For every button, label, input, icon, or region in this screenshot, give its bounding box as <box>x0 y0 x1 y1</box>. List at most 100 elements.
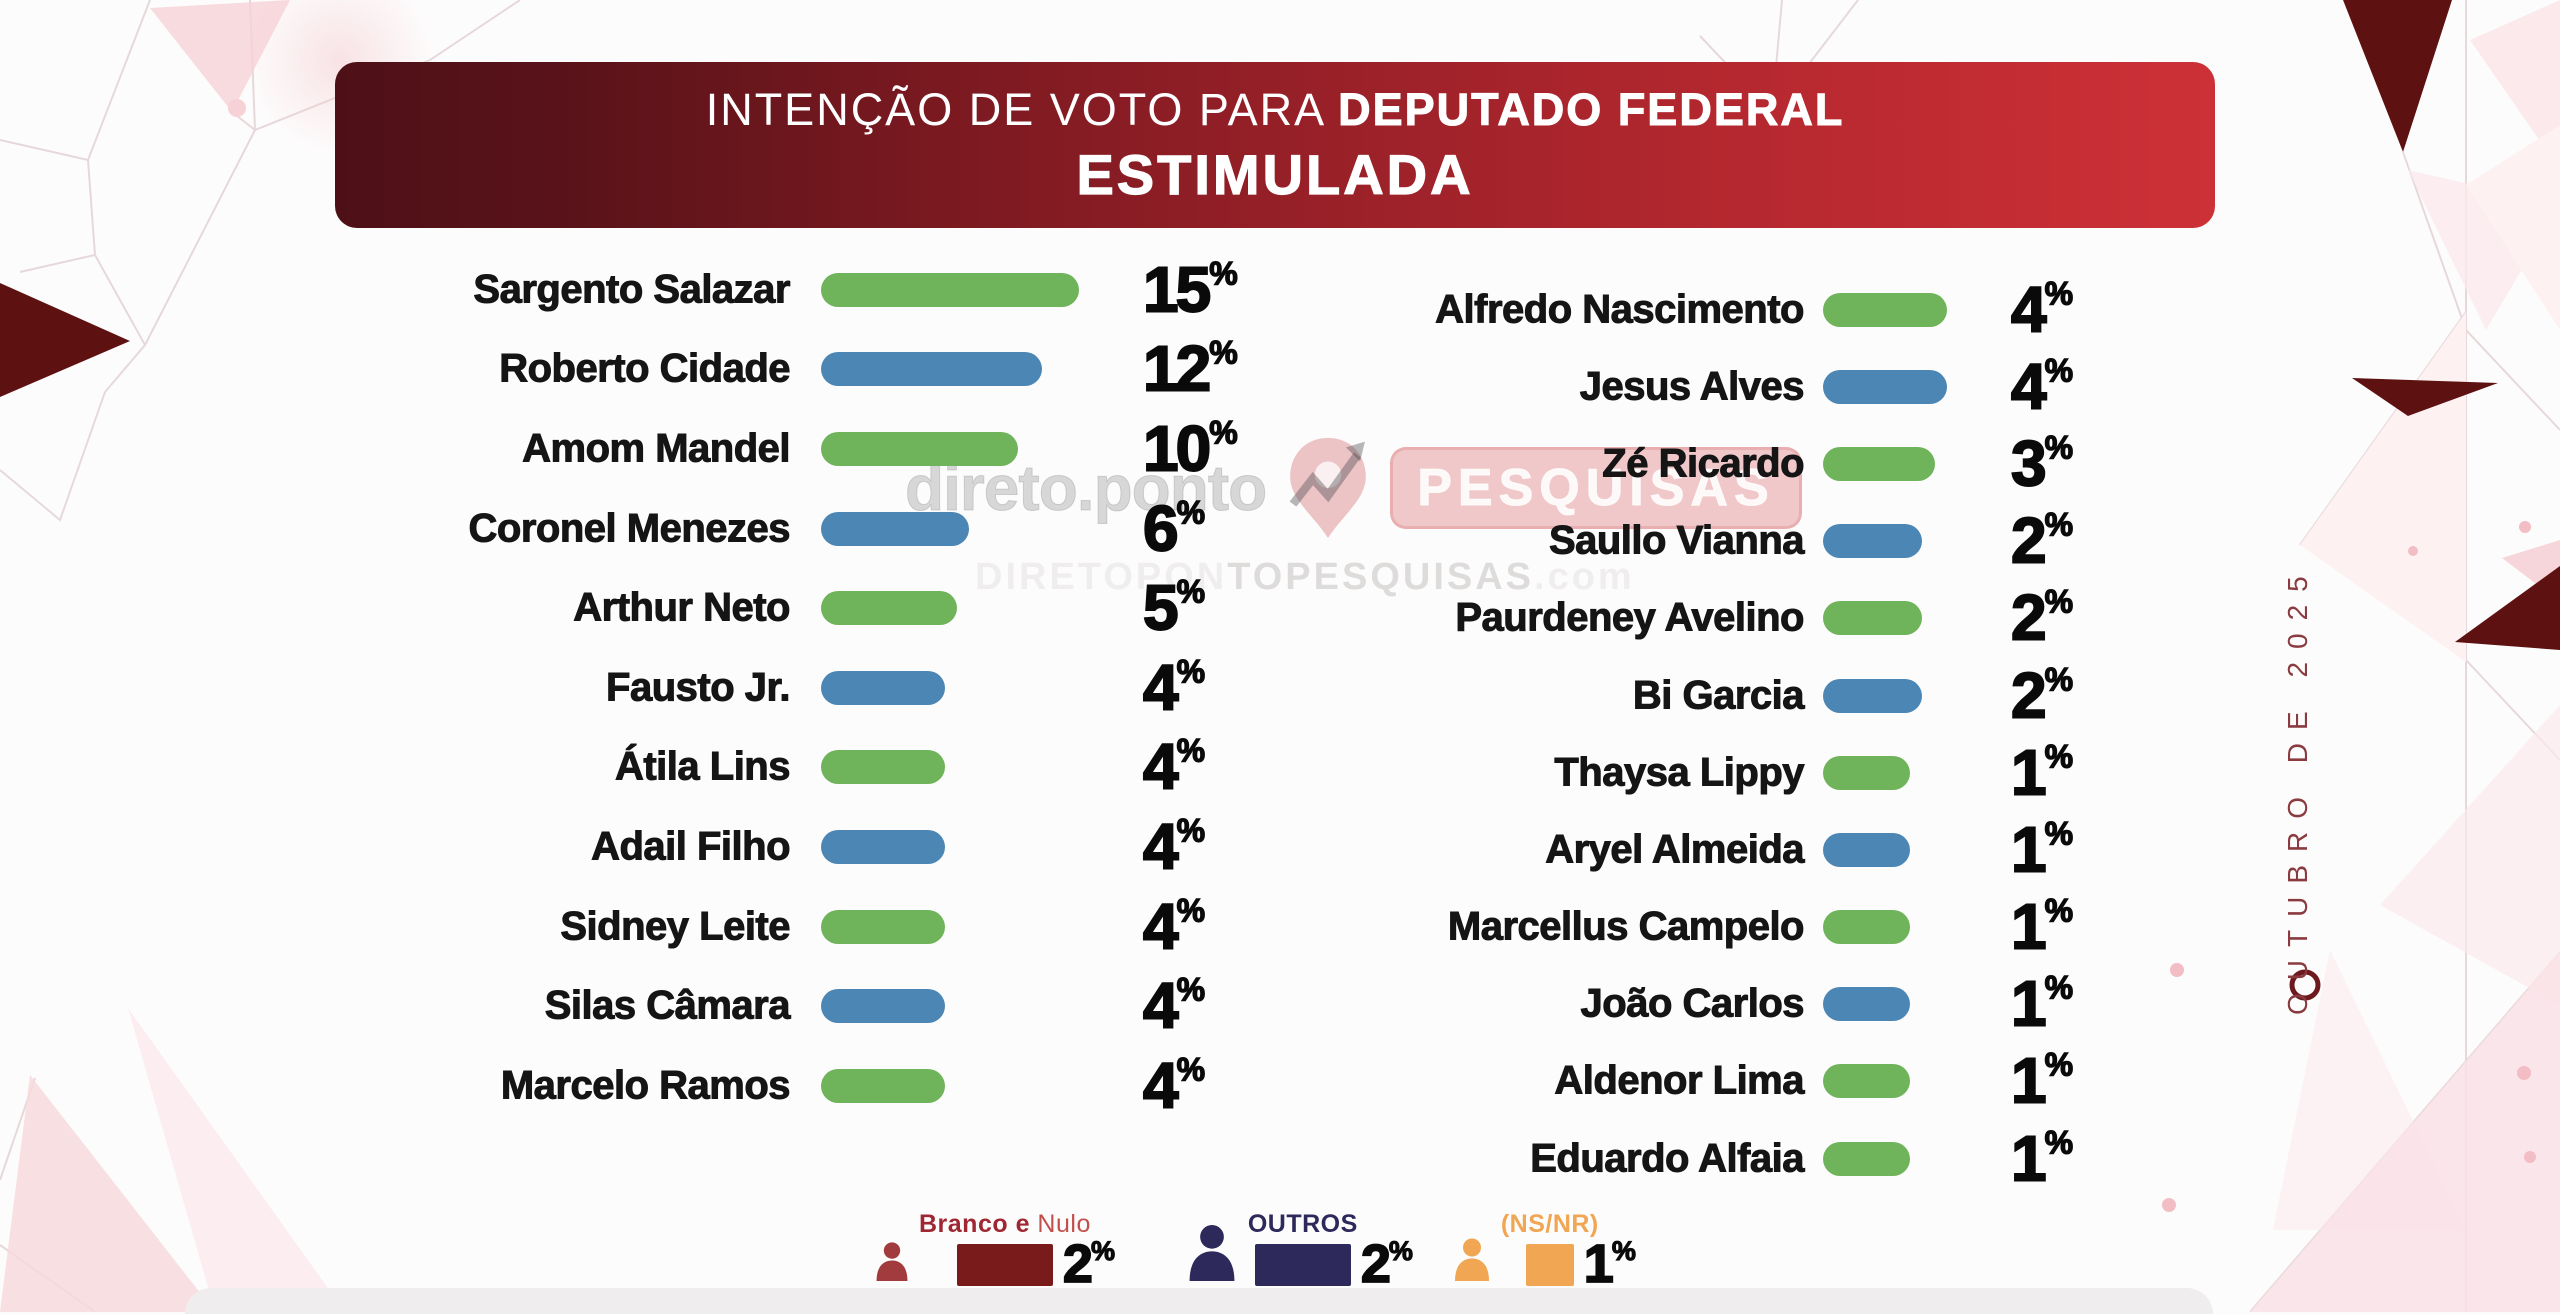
legend-label: OUTROS <box>1247 1210 1358 1238</box>
percent-number: 12 <box>1142 332 1212 405</box>
legend-label: (NS/NR) <box>1500 1210 1599 1238</box>
candidate-name: Roberto Cidade <box>499 346 791 391</box>
candidate-row: Roberto Cidade 12% <box>0 330 1340 410</box>
percent-sign: % <box>1176 971 1206 1008</box>
maroon-triangles <box>0 0 2560 650</box>
candidate-name: Jesus Alves <box>1579 364 1805 409</box>
candidate-value: 4% <box>1142 969 1206 1042</box>
candidate-row: Adail Filho 4% <box>0 807 1340 887</box>
percent-number: 3 <box>2010 427 2048 500</box>
candidate-bar <box>1823 910 1911 945</box>
percent-number: 2 <box>2010 659 2048 732</box>
candidate-name: Marcellus Campelo <box>1447 904 1805 949</box>
candidate-value: 4% <box>1142 812 1206 880</box>
title-line2: ESTIMULADA <box>1076 142 1474 206</box>
candidate-row: Amom Mandel 10% <box>0 409 1340 489</box>
candidate-value: 10% <box>1142 412 1238 485</box>
candidate-value: 6% <box>1142 492 1206 565</box>
percent-number: 4 <box>1142 651 1180 724</box>
candidate-row: Marcelo Ramos 4% <box>0 1046 1340 1126</box>
candidate-row: Coronel Menezes 6% <box>0 489 1340 569</box>
percent-number: 1 <box>2010 1045 2048 1118</box>
candidate-name: Amom Mandel <box>522 426 791 471</box>
candidate-name: Silas Câmara <box>544 983 791 1028</box>
candidates-column-left: Sargento Salazar 15% Roberto Cidade 12% Amom… <box>0 250 1340 1126</box>
percent-sign: % <box>2044 969 2074 1006</box>
candidate-row: Fausto Jr. 4% <box>0 648 1340 728</box>
candidate-row: João Carlos 1% <box>1300 966 2560 1043</box>
person-icon <box>1189 1224 1235 1281</box>
percent-number: 4 <box>2010 350 2048 423</box>
candidate-bar <box>1823 755 1911 790</box>
candidate-name: Adail Filho <box>591 824 791 869</box>
candidate-value: 1% <box>2010 736 2074 809</box>
percent-number: 5 <box>1142 571 1180 644</box>
candidate-bar <box>1823 1064 1911 1099</box>
percent-sign: % <box>1611 1236 1636 1267</box>
candidate-row: Bi Garcia 2% <box>1300 657 2560 734</box>
candidate-row: Sidney Leite 4% <box>0 887 1340 967</box>
percent-sign: % <box>2044 583 2074 620</box>
candidate-row: Átila Lins 4% <box>0 728 1340 808</box>
percent-sign: % <box>2044 661 2074 698</box>
percent-number: 2 <box>1360 1234 1392 1295</box>
percent-number: 10 <box>1142 412 1212 485</box>
percent-sign: % <box>1176 812 1206 849</box>
candidate-bar <box>821 829 945 864</box>
candidate-row: Arthur Neto 5% <box>0 568 1340 648</box>
candidate-name: Zé Ricardo <box>1602 441 1805 486</box>
candidate-row: Saullo Vianna 2% <box>1300 503 2560 580</box>
candidate-bar <box>821 750 945 785</box>
watermark-url: DIRETOPONTOPESQUISAS.com <box>975 556 1635 598</box>
candidate-value: 3% <box>2010 427 2074 500</box>
candidate-row: Zé Ricardo 3% <box>1300 425 2560 502</box>
candidate-name: Saullo Vianna <box>1548 518 1805 563</box>
person-icon <box>876 1242 908 1281</box>
percent-sign: % <box>1176 892 1206 929</box>
candidate-row: Jesus Alves 4% <box>1300 348 2560 425</box>
percent-number: 1 <box>2010 813 2048 886</box>
candidate-bar <box>1823 524 1923 559</box>
legend-item: Branco e Nulo 2% <box>872 1210 1116 1292</box>
location-pin-arrow-icon <box>1289 437 1367 539</box>
percent-sign: % <box>2044 1124 2074 1161</box>
candidate-bar <box>821 511 970 546</box>
watermark-badge: PESQUISAS <box>1390 447 1802 529</box>
candidate-name: Alfredo Nascimento <box>1435 287 1805 332</box>
percent-sign: % <box>2044 275 2074 312</box>
candidate-value: 4% <box>1142 892 1206 959</box>
candidate-row: Aldenor Lima 1% <box>1300 1043 2560 1120</box>
legend-value: 1% <box>1583 1236 1637 1292</box>
percent-number: 4 <box>1142 969 1180 1042</box>
percent-number: 2 <box>2010 581 2048 654</box>
candidate-bar <box>821 352 1043 387</box>
candidate-value: 15% <box>1142 253 1238 326</box>
candidate-name: Arthur Neto <box>573 585 791 630</box>
legend-value: 2% <box>1360 1234 1414 1295</box>
candidate-bar <box>1823 987 1911 1022</box>
candidate-name: Bi Garcia <box>1632 673 1805 718</box>
candidate-row: Silas Câmara 4% <box>0 966 1340 1046</box>
legend-bar <box>956 1244 1053 1286</box>
candidate-bar <box>1823 1141 1911 1176</box>
candidate-bar <box>821 431 1018 466</box>
candidate-value: 1% <box>2010 1124 2074 1191</box>
candidate-name: Paurdeney Avelino <box>1455 595 1805 640</box>
percent-sign: % <box>1208 334 1238 371</box>
candidate-bar <box>1823 369 1947 404</box>
percent-sign: % <box>2044 352 2074 389</box>
percent-sign: % <box>2044 506 2074 543</box>
candidate-name: Marcelo Ramos <box>500 1063 791 1108</box>
percent-sign: % <box>2044 1047 2074 1084</box>
candidate-value: 4% <box>2010 275 2074 342</box>
title-prefix: INTENÇÃO DE VOTO PARA <box>705 83 1339 135</box>
candidate-value: 1% <box>2010 813 2074 886</box>
candidate-row: Thaysa Lippy 1% <box>1300 734 2560 811</box>
candidate-value: 4% <box>1142 734 1206 800</box>
percent-number: 1 <box>2010 736 2048 809</box>
candidate-name: João Carlos <box>1580 981 1805 1026</box>
percent-number: 15 <box>1142 253 1212 326</box>
percent-number: 6 <box>1142 492 1180 565</box>
candidate-bar <box>1823 292 1947 327</box>
